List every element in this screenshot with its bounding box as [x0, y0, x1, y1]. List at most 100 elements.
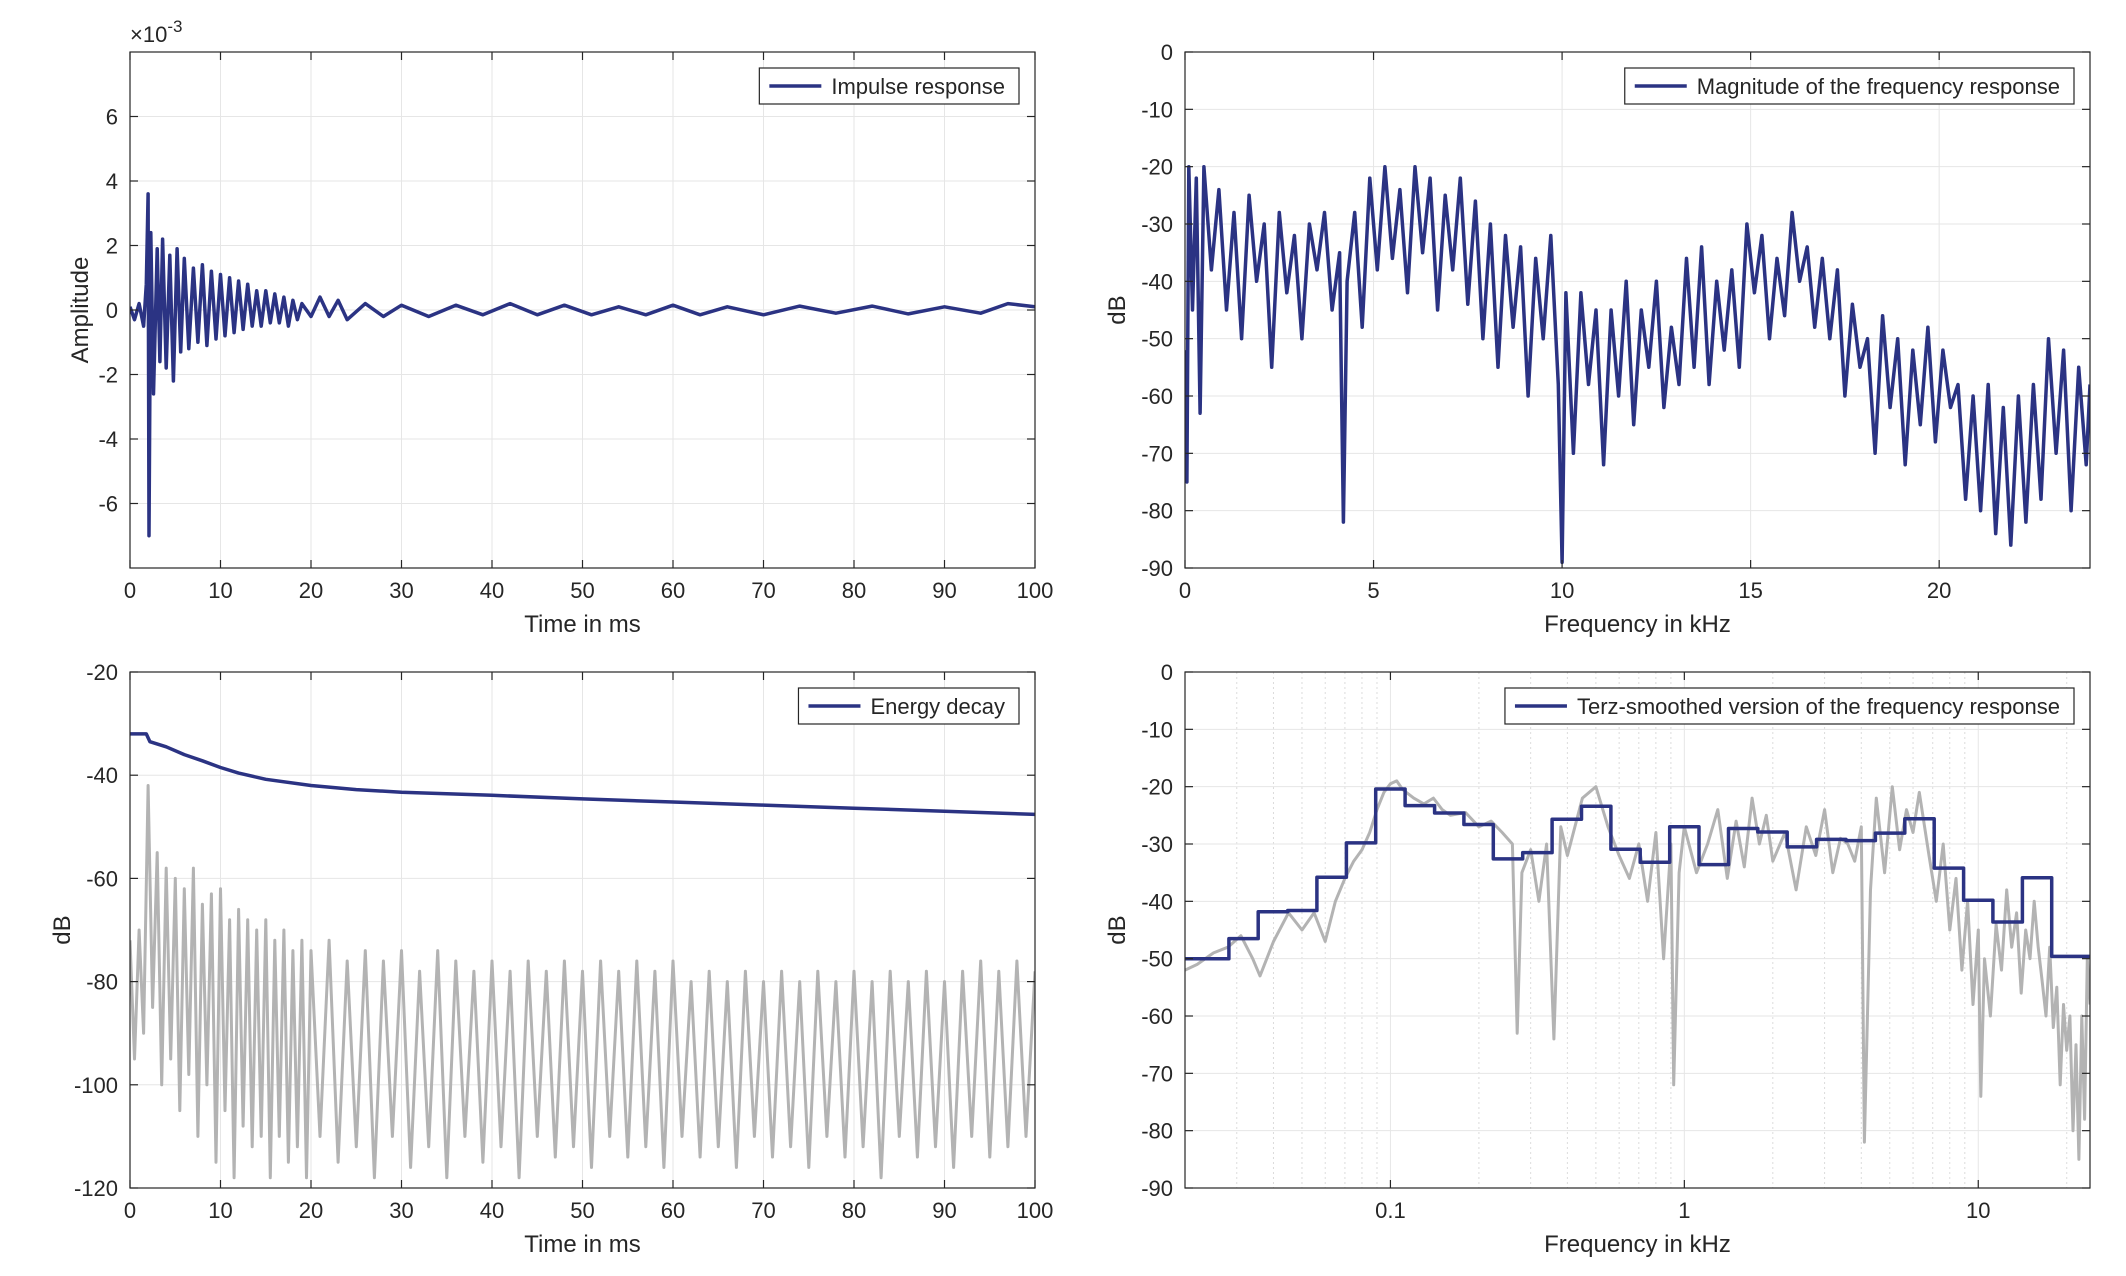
x-tick-label: 100	[1017, 1198, 1054, 1223]
x-tick-label: 60	[661, 578, 685, 603]
legend: Energy decay	[797, 687, 1020, 725]
y-tick-label: -2	[98, 363, 118, 388]
y-tick-label: -20	[86, 660, 118, 685]
y-tick-label: -6	[98, 492, 118, 517]
y-axis-label: dB	[49, 915, 76, 944]
legend-label: Energy decay	[870, 694, 1005, 719]
y-tick-label: -70	[1141, 441, 1173, 466]
y-tick-label: -50	[1141, 327, 1173, 352]
impulse-response-chart: 0 10 20 30 40 50 60 70 80 90 100 -6 -4 -2 0 2 4 6 Time in …	[67, 17, 1053, 638]
y-tick-label: -20	[1141, 775, 1173, 800]
y-axis-label: dB	[1104, 295, 1131, 324]
y-tick-label: -90	[1141, 1176, 1173, 1201]
x-tick-label: 50	[570, 578, 594, 603]
grid	[129, 52, 1036, 568]
x-tick-label: 0	[124, 578, 136, 603]
plot-area	[1185, 52, 2090, 568]
legend-box	[758, 67, 1020, 105]
y-tick-label: -30	[1141, 212, 1173, 237]
x-tick-label: 30	[389, 1198, 413, 1223]
x-tick-label: 0	[1179, 578, 1191, 603]
y-tick-label: -100	[74, 1073, 118, 1098]
y-tick-label: 6	[106, 105, 118, 130]
legend-box	[797, 687, 1020, 725]
legend-label: Magnitude of the frequency response	[1697, 74, 2060, 99]
x-tick-label: 20	[1927, 578, 1951, 603]
y-tick-label: 4	[106, 169, 118, 194]
x-tick-label: 10	[1550, 578, 1574, 603]
y-tick-label: -60	[86, 866, 118, 891]
x-tick-label: 50	[570, 1198, 594, 1223]
x-tick-label: 100	[1017, 578, 1054, 603]
y-tick-label: -20	[1141, 155, 1173, 180]
x-tick-label: 90	[932, 1198, 956, 1223]
x-tick-label: 5	[1367, 578, 1379, 603]
y-tick-label: -50	[1141, 947, 1173, 972]
x-axis-label: Frequency in kHz	[1544, 1231, 1731, 1258]
x-axis-label: Time in ms	[524, 1231, 640, 1258]
y-tick-label: -60	[1141, 1004, 1173, 1029]
x-tick-label: 1	[1678, 1198, 1690, 1223]
x-tick-label: 40	[480, 578, 504, 603]
y-tick-label: -120	[74, 1176, 118, 1201]
x-tick-label: 30	[389, 578, 413, 603]
y-tick-label: -80	[86, 970, 118, 995]
x-tick-label: 40	[480, 1198, 504, 1223]
x-tick-label: 15	[1738, 578, 1762, 603]
y-exponent-power: -3	[167, 17, 182, 36]
y-tick-label: -40	[1141, 269, 1173, 294]
x-tick-label: 20	[299, 578, 323, 603]
x-axis-label: Frequency in kHz	[1544, 611, 1731, 638]
x-tick-label: 0	[124, 1198, 136, 1223]
x-tick-label: 70	[751, 1198, 775, 1223]
x-tick-label: 10	[208, 578, 232, 603]
y-tick-label: 2	[106, 234, 118, 259]
series-line-gray	[130, 784, 1035, 1180]
y-tick-label: -40	[86, 763, 118, 788]
y-tick-label: -60	[1141, 384, 1173, 409]
axes-frame	[1184, 51, 2091, 569]
terz-smoothed-response-chart: 0.1 1 10 0 -10 -20 -30 -40 -50 -60 -70 -80 -90 Freque…	[1104, 660, 2091, 1258]
series-line	[1185, 787, 2090, 961]
legend-label: Impulse response	[831, 74, 1005, 99]
magnitude-response-chart: 0 5 10 15 20 0 -10 -20 -30 -40 -50 -60 -70 -80 -90 Freq…	[1104, 40, 2091, 638]
y-tick-label: -40	[1141, 889, 1173, 914]
legend-label: Terz-smoothed version of the frequency r…	[1577, 694, 2060, 719]
x-tick-label: 70	[751, 578, 775, 603]
y-tick-label: 0	[106, 298, 118, 323]
y-axis-label: Amplitude	[67, 257, 94, 364]
y-tick-label: -70	[1141, 1061, 1173, 1086]
legend: Impulse response	[758, 67, 1020, 105]
y-tick-label: -4	[98, 427, 118, 452]
y-tick-label: 0	[1161, 660, 1173, 685]
x-tick-label: 80	[842, 1198, 866, 1223]
legend: Magnitude of the frequency response	[1624, 67, 2075, 105]
series-line-gray	[1185, 779, 2090, 1161]
series-line	[130, 732, 1035, 817]
x-tick-label: 90	[932, 578, 956, 603]
y-tick-label: -80	[1141, 499, 1173, 524]
x-tick-label: 10	[208, 1198, 232, 1223]
plot-area	[1185, 672, 2090, 1188]
x-tick-label: 10	[1966, 1198, 1990, 1223]
energy-decay-chart: 0 10 20 30 40 50 60 70 80 90 100 -20 -40 -60 -80 -100 -1…	[49, 660, 1053, 1258]
y-tick-label: -10	[1141, 97, 1173, 122]
x-tick-label: 60	[661, 1198, 685, 1223]
series-line	[130, 192, 1035, 538]
series-line	[1185, 164, 2090, 565]
legend-box	[1624, 67, 2075, 105]
y-tick-label: -80	[1141, 1119, 1173, 1144]
y-tick-label: -30	[1141, 832, 1173, 857]
x-tick-label: 20	[299, 1198, 323, 1223]
legend: Terz-smoothed version of the frequency r…	[1504, 687, 2075, 725]
y-axis-label: dB	[1104, 915, 1131, 944]
axes-frame	[1184, 671, 2091, 1189]
y-tick-label: -10	[1141, 717, 1173, 742]
y-tick-label: 0	[1161, 40, 1173, 65]
x-tick-label: 80	[842, 578, 866, 603]
y-tick-label: -90	[1141, 556, 1173, 581]
x-tick-label: 0.1	[1375, 1198, 1406, 1223]
x-axis-label: Time in ms	[524, 611, 640, 638]
legend-box	[1504, 687, 2075, 725]
